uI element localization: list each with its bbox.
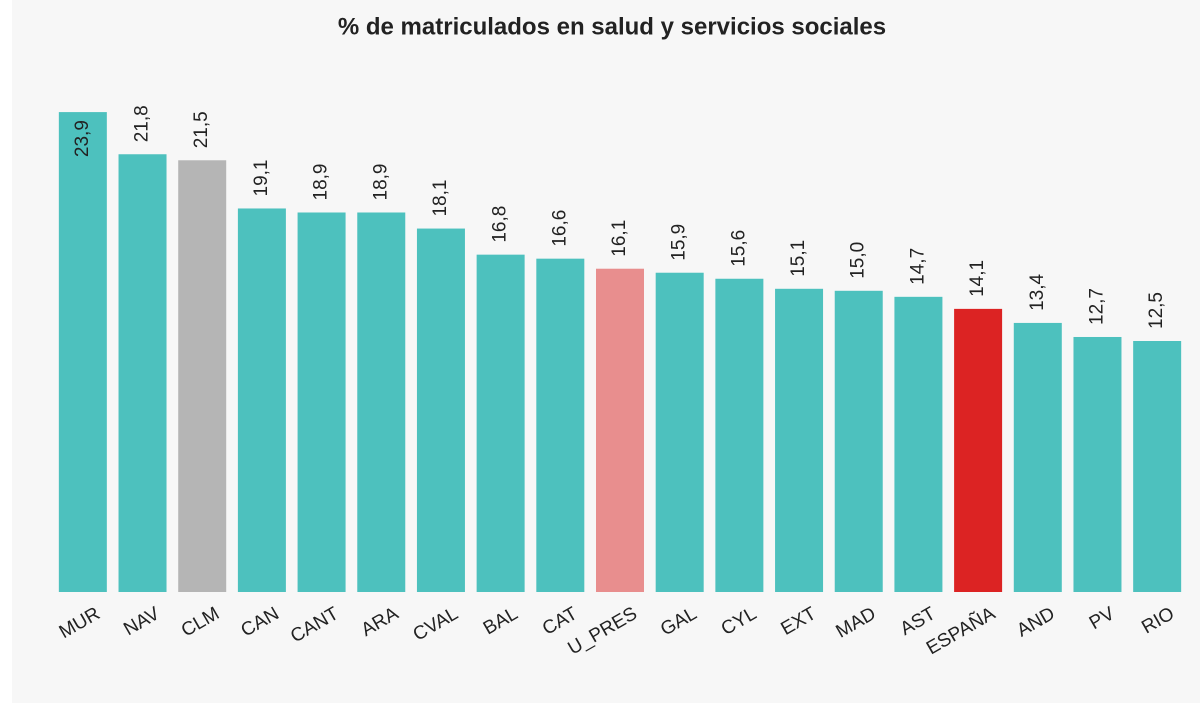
value-label: 14,7 — [907, 248, 928, 285]
value-label: 16,1 — [609, 220, 630, 257]
value-label: 12,5 — [1146, 292, 1167, 329]
value-label: 13,4 — [1027, 274, 1048, 311]
bar — [715, 278, 764, 592]
value-label: 15,9 — [669, 224, 690, 261]
value-label: 15,1 — [788, 240, 809, 277]
value-label: 18,1 — [430, 180, 451, 217]
value-label: 21,5 — [191, 111, 212, 148]
value-label: 18,9 — [311, 164, 332, 201]
value-label: 15,0 — [848, 242, 869, 279]
bar — [596, 268, 644, 592]
value-label: 15,6 — [728, 230, 749, 267]
value-label: 19,1 — [251, 159, 272, 196]
bar — [894, 296, 943, 592]
value-label: 14,1 — [967, 260, 988, 297]
value-label: 16,6 — [549, 210, 570, 247]
bar — [536, 258, 585, 592]
value-label: 12,7 — [1086, 288, 1107, 325]
value-label: 18,9 — [370, 164, 391, 201]
value-label: 21,8 — [132, 105, 153, 142]
bar — [178, 160, 227, 592]
bar — [1013, 322, 1062, 592]
bar — [476, 254, 525, 592]
bar — [954, 308, 1003, 592]
bar — [297, 212, 346, 592]
bar — [655, 272, 704, 592]
bar — [834, 290, 883, 592]
bar — [775, 288, 824, 592]
bar — [357, 212, 406, 592]
bar — [1133, 341, 1182, 592]
value-label: 16,8 — [490, 206, 511, 243]
chart-title: % de matriculados en salud y servicios s… — [338, 13, 886, 40]
bar — [416, 228, 465, 592]
bar — [118, 154, 167, 593]
bar — [237, 208, 286, 593]
bar — [1073, 336, 1122, 592]
bar — [58, 112, 107, 592]
value-label: 23,9 — [72, 120, 93, 157]
